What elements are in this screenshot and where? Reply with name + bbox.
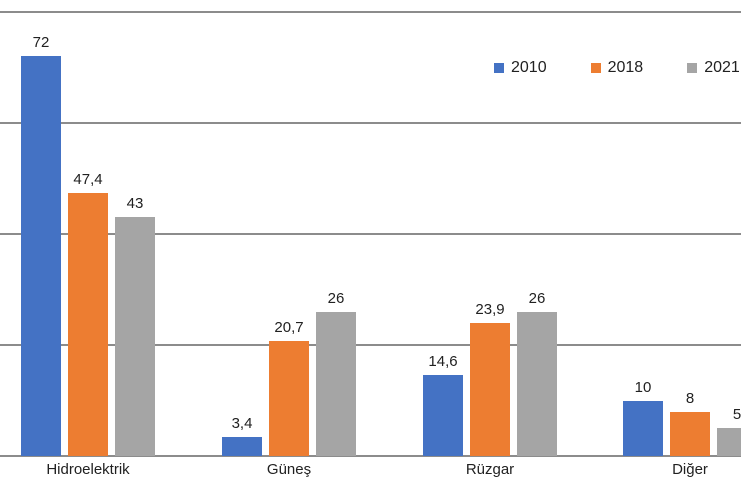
bar-2018-rüzgar xyxy=(470,323,510,456)
value-label-2021-rüzgar: 26 xyxy=(528,289,546,307)
value-label-2021-güneş: 26 xyxy=(327,289,345,307)
value-label-2010-hidroelektrik: 72 xyxy=(32,34,50,52)
bar-2010-hidroelektrik xyxy=(21,56,61,456)
value-label-2021-diğer: 5 xyxy=(732,406,741,424)
category-label-hidroelektrik: Hidroelektrik xyxy=(46,461,130,478)
value-label-2018-güneş: 20,7 xyxy=(274,319,304,337)
gridline-40 xyxy=(0,233,741,235)
gridline-80 xyxy=(0,11,741,13)
category-label-rüzgar: Rüzgar xyxy=(465,461,515,478)
legend-label-2018: 2018 xyxy=(607,59,644,76)
bar-2010-diğer xyxy=(623,400,663,456)
legend-swatch-2018 xyxy=(590,62,601,73)
value-label-2021-hidroelektrik: 43 xyxy=(126,195,144,213)
value-label-2018-rüzgar: 23,9 xyxy=(475,301,505,319)
gridline-60 xyxy=(0,122,741,124)
legend-entry-2018: 2018 xyxy=(590,58,644,77)
value-label-2010-diğer: 10 xyxy=(634,378,652,396)
bar-2018-güneş xyxy=(269,341,309,456)
bar-2021-hidroelektrik xyxy=(115,217,155,456)
legend-entry-2010: 2010 xyxy=(494,58,547,77)
bar-2021-rüzgar xyxy=(517,311,557,456)
bar-2018-hidroelektrik xyxy=(68,192,108,456)
category-label-güneş: Güneş xyxy=(266,461,312,478)
legend-label-2010: 2010 xyxy=(511,59,547,76)
legend-entry-2021: 2021 xyxy=(687,58,740,77)
legend-swatch-2010 xyxy=(494,62,504,73)
value-label-2010-güneş: 3,4 xyxy=(231,415,253,433)
value-label-2010-rüzgar: 14,6 xyxy=(428,352,458,370)
gridline-20 xyxy=(0,344,741,346)
bar-2010-güneş xyxy=(222,437,262,456)
legend-label-2021: 2021 xyxy=(704,59,740,76)
x-axis-line xyxy=(0,455,741,457)
value-label-2018-hidroelektrik: 47,4 xyxy=(73,170,103,188)
legend-swatch-2021 xyxy=(687,62,698,73)
bar-2021-diğer xyxy=(717,428,741,456)
legend: 2010 2018 2021 xyxy=(494,58,740,77)
bar-2021-güneş xyxy=(316,311,356,456)
bar-2010-rüzgar xyxy=(423,374,463,456)
value-label-2018-diğer: 8 xyxy=(685,389,695,407)
category-label-diğer: Diğer xyxy=(672,461,708,478)
bar-2018-diğer xyxy=(670,411,710,456)
